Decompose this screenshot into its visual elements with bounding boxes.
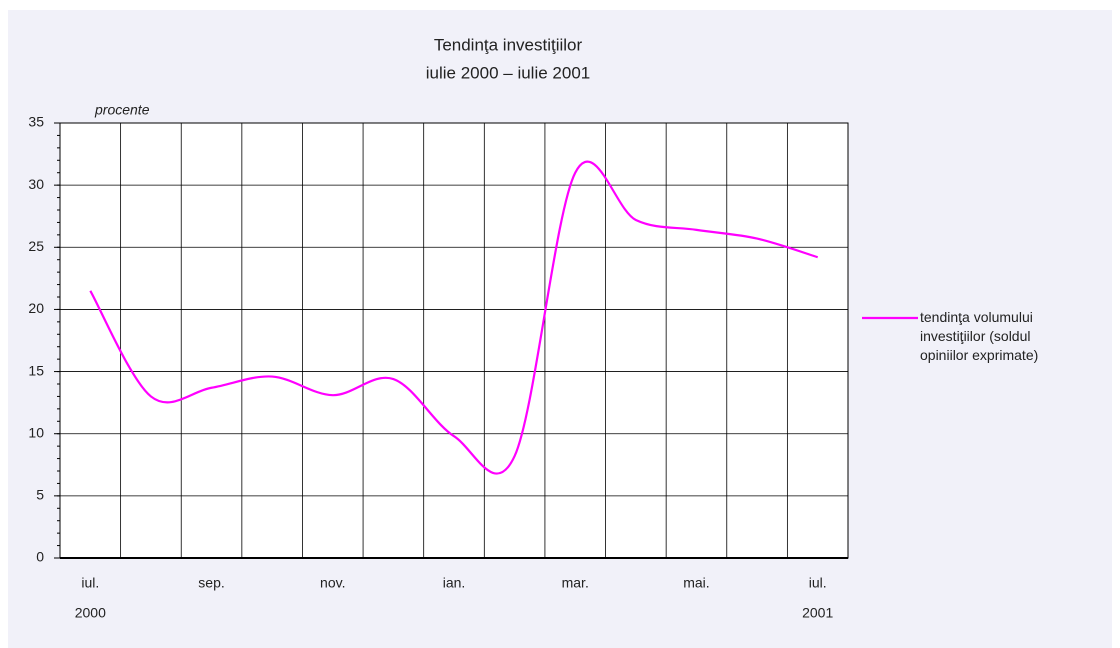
plot-area [59,122,849,559]
x-tick-label: ian. [443,575,466,591]
x-tick-label: mai. [683,575,709,591]
x-tick-label: mar. [562,575,589,591]
x-tick-label: iul. [81,575,99,591]
x-year-label: 2000 [75,605,106,621]
y-tick-label: 35 [28,114,44,130]
legend-label: tendinţa volumului investiţiilor (soldul… [920,309,1039,363]
x-tick-label: nov. [320,575,345,591]
y-tick-label: 30 [28,176,44,192]
y-tick-label: 15 [28,362,44,378]
x-tick-label: iul. [809,575,827,591]
x-tick-label: sep. [198,575,224,591]
y-tick-label: 5 [36,487,44,503]
data-line [89,160,819,475]
y-tick-label: 10 [28,424,44,440]
chart-subtitle: iulie 2000 – iulie 2001 [426,63,590,82]
x-year-label: 2001 [802,605,833,621]
y-axis-label: procente [94,102,150,118]
y-tick-label: 25 [28,238,44,254]
chart-title: Tendinţa investiţiilor [434,35,583,54]
y-tick-label: 20 [28,300,44,316]
y-tick-label: 0 [36,549,44,565]
